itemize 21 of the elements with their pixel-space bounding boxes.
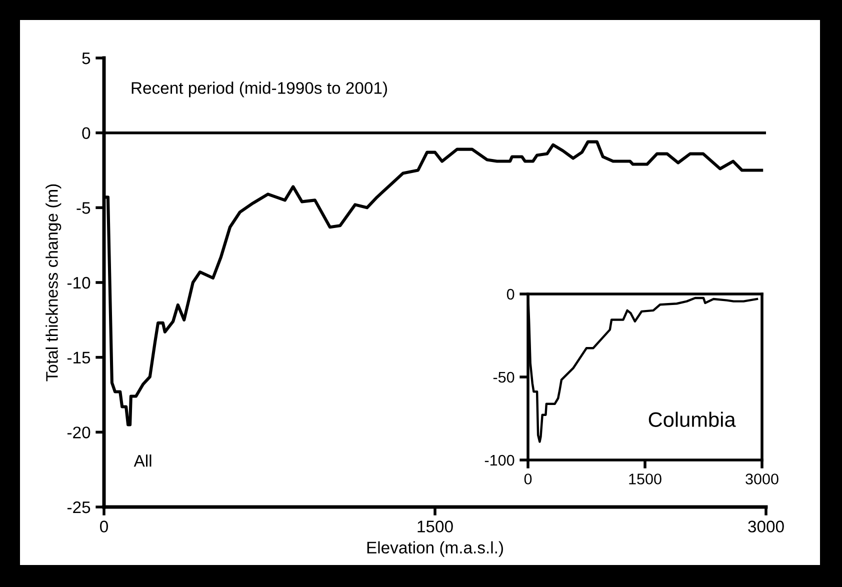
y-tick-label: -10 xyxy=(67,276,90,289)
x-tick-label: 0 xyxy=(100,520,108,532)
x-axis-title: Elevation (m.a.s.l.) xyxy=(367,541,503,557)
y-tick-label: -100 xyxy=(484,454,514,466)
x-tick-label: 3000 xyxy=(746,474,778,484)
y-tick-label: -5 xyxy=(76,202,90,214)
y-tick-label: -50 xyxy=(493,372,514,383)
annotation: Recent period (mid-1990s to 2001) xyxy=(132,82,387,98)
y-tick-label: 0 xyxy=(82,127,90,140)
series-label: All xyxy=(134,454,152,467)
x-tick-label: 0 xyxy=(524,474,532,484)
x-tick-label: 3000 xyxy=(748,520,784,532)
x-tick-label: 1500 xyxy=(418,520,453,532)
x-tick-label: 1500 xyxy=(629,474,662,484)
y-tick-label: -15 xyxy=(67,352,90,364)
y-axis-title: Total thickness change (m) xyxy=(46,184,62,382)
y-tick-label: -20 xyxy=(67,426,90,438)
y-tick-label: 0 xyxy=(506,288,514,300)
y-tick-label: -25 xyxy=(67,501,90,514)
text: Columbia xyxy=(648,412,736,428)
y-tick-label: 5 xyxy=(82,52,90,64)
